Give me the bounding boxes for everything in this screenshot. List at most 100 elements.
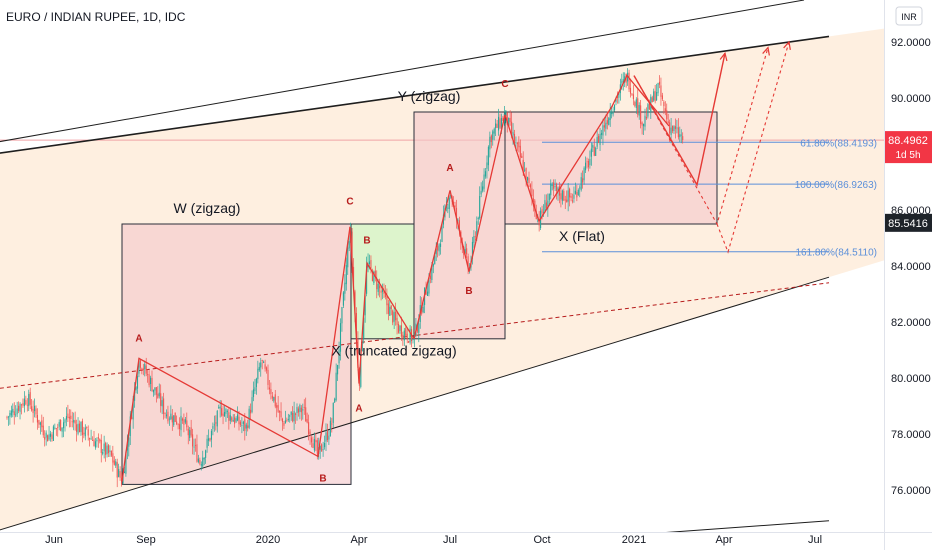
candle-body [264, 364, 266, 369]
wave-label: B [465, 286, 472, 297]
candle-body [392, 310, 394, 323]
candle-body [648, 103, 650, 110]
fib-label-1: 61.80%(88.4193) [800, 138, 877, 149]
bottom-trendline [666, 520, 830, 532]
candle-body [654, 90, 656, 102]
candle-body [500, 118, 502, 129]
candle-body [221, 408, 223, 416]
candle-body [321, 444, 323, 452]
x-tick-label: Apr [715, 534, 732, 546]
candle-body [232, 419, 234, 422]
candle-body [289, 415, 291, 417]
box-label-1: W (zigzag) [174, 200, 241, 216]
candle-body [64, 419, 66, 423]
candle-body [192, 434, 194, 447]
channel-lower-line [0, 276, 830, 531]
candle-body [312, 443, 314, 448]
candle-body [661, 95, 663, 100]
candle-body [286, 420, 288, 421]
candle-body [142, 368, 144, 371]
candle-body [119, 471, 121, 478]
candle-body [670, 127, 672, 135]
x-tick-label: Oct [533, 534, 550, 546]
candle-body [409, 328, 411, 343]
candle-body [199, 459, 201, 464]
candle-body [302, 409, 304, 411]
candle-body [516, 142, 518, 144]
box-label-3: Y (zigzag) [398, 88, 461, 104]
wave-box-1 [121, 223, 352, 485]
candle-body [141, 368, 143, 371]
candle-body [271, 395, 273, 399]
candle-body [77, 423, 79, 434]
candle-body [174, 412, 176, 422]
candle-body [9, 412, 11, 418]
candle-body [109, 450, 111, 452]
candle-body [389, 306, 391, 316]
candle-body [441, 223, 443, 242]
candle-body [164, 413, 166, 415]
candle-body [493, 128, 495, 134]
wave-label: B [319, 474, 326, 485]
candle-body [181, 418, 183, 421]
candle-body [564, 199, 566, 201]
candle-body [560, 193, 562, 200]
candle-body [660, 85, 662, 97]
candle-body [74, 420, 76, 424]
candle-body [551, 184, 553, 186]
candle-body [34, 405, 36, 412]
candle-body [167, 411, 169, 422]
candle-body [155, 387, 157, 395]
candle-body [466, 248, 468, 255]
y-tick-label: 76.0000 [891, 485, 931, 497]
candle-body [128, 437, 130, 447]
candle-body [563, 190, 565, 201]
candle-body [115, 461, 117, 466]
candle-body [170, 413, 172, 420]
candle-body [682, 136, 684, 141]
candle-body [360, 349, 362, 387]
candle-body [215, 422, 217, 424]
candle-body [482, 186, 484, 191]
candle-body [561, 190, 563, 201]
candle-body [337, 364, 339, 375]
candle-body [135, 387, 137, 391]
candle-body [676, 127, 678, 129]
candle-body [680, 134, 682, 136]
candle-body [518, 141, 520, 148]
candle-body [303, 407, 305, 408]
candle-body [297, 408, 299, 413]
candle-body [656, 92, 658, 101]
candle-body [306, 419, 308, 423]
candle-body [380, 290, 382, 293]
candle-body [71, 421, 73, 423]
candle-body [132, 398, 134, 420]
candle-body [28, 394, 30, 407]
candle-body [447, 207, 449, 209]
candle-body [473, 236, 475, 244]
candle-body [213, 424, 215, 426]
candle-body [277, 404, 279, 412]
candle-body [165, 414, 168, 417]
candle-body [515, 142, 517, 144]
candle-body [363, 317, 365, 339]
candle-body [176, 421, 178, 424]
candle-body [548, 193, 550, 201]
candle-body [418, 323, 420, 333]
candle-body [531, 188, 533, 197]
candle-body [474, 236, 476, 238]
candle-body [252, 389, 255, 398]
candle-body [23, 398, 25, 407]
candle-body [287, 418, 289, 420]
candle-body [131, 417, 133, 419]
candle-body [322, 449, 324, 451]
candle-body [502, 118, 504, 121]
candle-body [152, 389, 154, 393]
candle-body [31, 406, 33, 411]
candle-body [455, 207, 458, 219]
candle-body [177, 424, 179, 425]
x-tick-label: 2021 [622, 534, 646, 546]
candle-body [189, 430, 191, 438]
candle-body [658, 81, 661, 85]
candle-body [334, 398, 336, 403]
